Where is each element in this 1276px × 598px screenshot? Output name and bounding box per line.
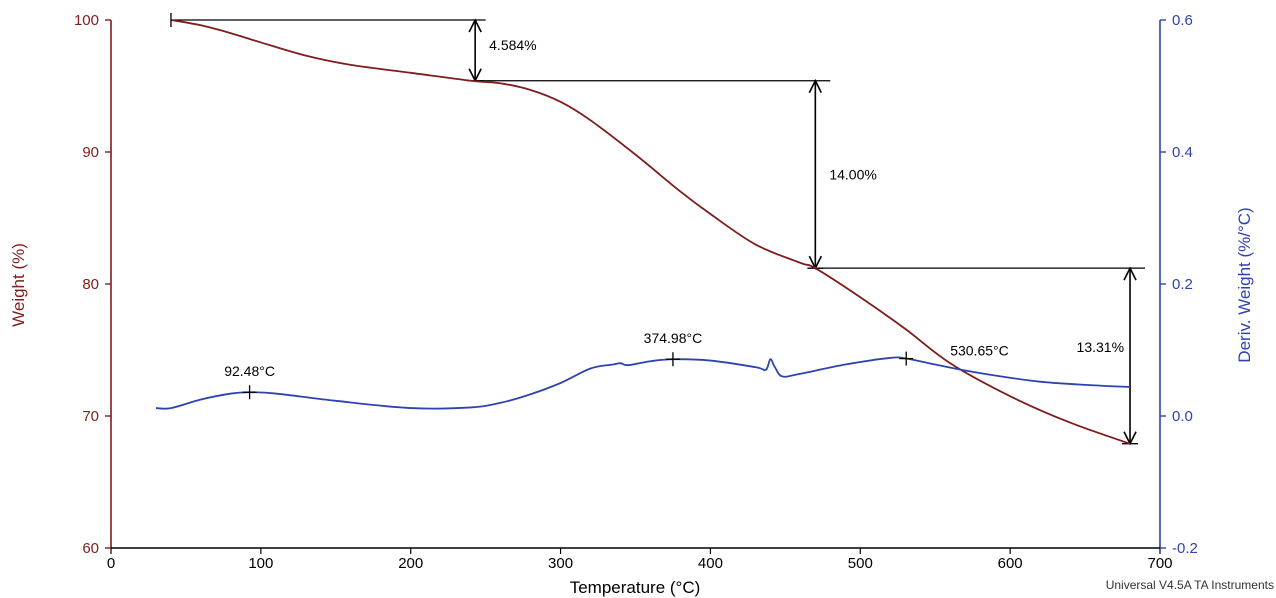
weight-curve: [170, 19, 1131, 445]
peak-annotation-label: 92.48°C: [224, 363, 275, 379]
x-axis-title: Temperature (°C): [570, 578, 701, 597]
step-annotations: 4.584% 14.00% 13.31%: [170, 18, 1146, 446]
step-annotation-label: 13.31%: [1077, 339, 1124, 355]
left-axis-ticks: 60 70 80 90 100: [74, 12, 111, 557]
deriv-weight-curve: [155, 356, 1131, 410]
left-axis-title: Weight (%): [9, 243, 28, 327]
series-layer: [155, 19, 1131, 445]
left-tick-label: 70: [82, 408, 99, 425]
left-tick-label: 60: [82, 540, 99, 557]
x-tick-label: 400: [698, 555, 723, 572]
x-tick-label: 700: [1147, 555, 1172, 572]
step-arrow-head-up: [808, 78, 823, 94]
step-annotation-label: 4.584%: [489, 37, 536, 53]
peak-annotation-label: 374.98°C: [644, 330, 703, 346]
right-axis-title: Deriv. Weight (%/°C): [1235, 207, 1254, 362]
step-arrow-head-up: [1123, 266, 1137, 281]
step-annotation-label: 14.00%: [829, 166, 876, 182]
left-tick-label: 90: [82, 144, 99, 161]
left-tick-label: 80: [82, 276, 99, 293]
right-tick-label: 0.0: [1172, 408, 1193, 425]
right-tick-label: 0.4: [1172, 144, 1193, 161]
peak-annotations: 92.48°C 374.98°C 530.65°C: [170, 13, 1009, 400]
x-tick-label: 0: [107, 555, 115, 572]
instrument-credit: Universal V4.5A TA Instruments: [1106, 578, 1274, 592]
x-tick-label: 600: [998, 555, 1023, 572]
x-tick-label: 500: [848, 555, 873, 572]
right-tick-label: 0.6: [1172, 12, 1193, 29]
x-tick-label: 300: [548, 555, 573, 572]
x-tick-label: 200: [398, 555, 423, 572]
right-tick-label: -0.2: [1172, 540, 1198, 557]
left-tick-label: 100: [74, 12, 99, 29]
x-axis-ticks: 0 100 200 300 400 500 600 700: [107, 548, 1173, 572]
x-tick-label: 100: [248, 555, 273, 572]
peak-annotation-label: 530.65°C: [950, 343, 1009, 359]
step-arrow-head-up: [468, 18, 482, 33]
right-tick-label: 0.2: [1172, 276, 1193, 293]
right-axis-ticks: -0.2 0.0 0.2 0.4 0.6: [1160, 12, 1198, 557]
